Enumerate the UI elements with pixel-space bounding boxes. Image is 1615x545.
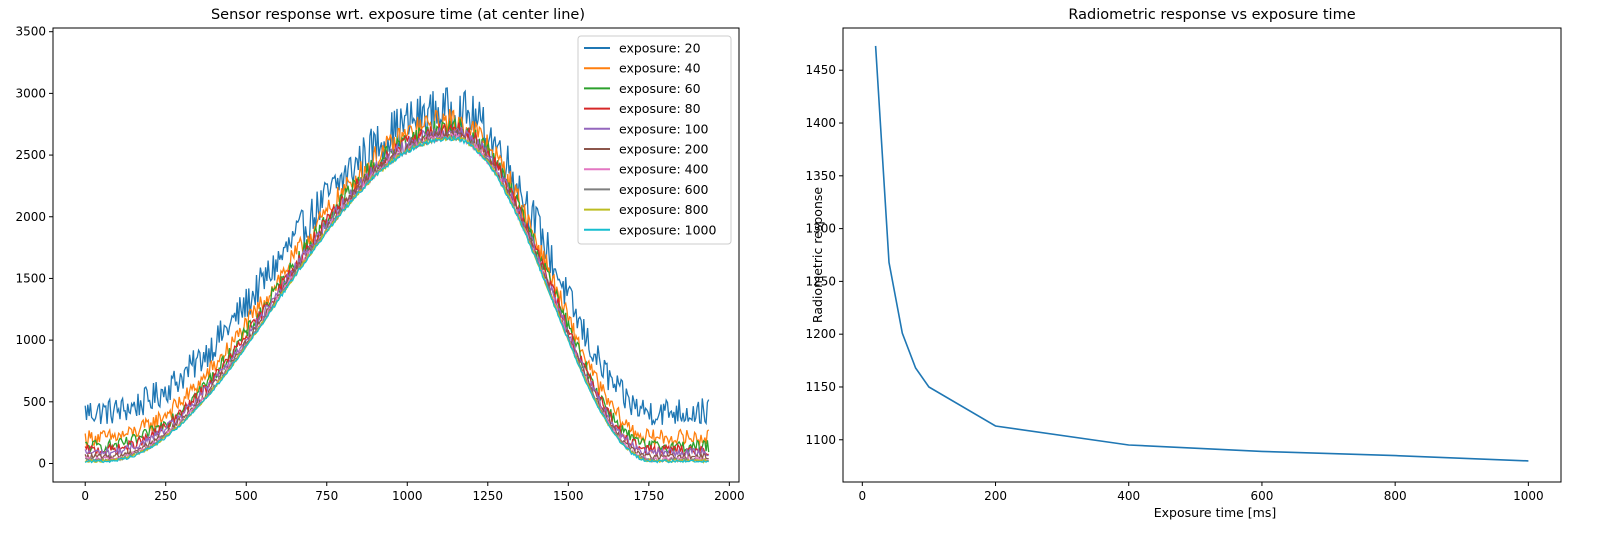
x-tick-label: 250 xyxy=(154,489,177,503)
chart-radiometric-response: Radiometric response vs exposure time 0 2… xyxy=(805,7,1562,520)
x-tick-label: 1000 xyxy=(392,489,423,503)
y-tick-label: 500 xyxy=(23,395,46,409)
y-tick-label: 1000 xyxy=(15,333,46,347)
legend-entry: exposure: 600 xyxy=(619,182,709,197)
series-line xyxy=(874,45,1529,462)
y-tick-label: 1150 xyxy=(805,380,836,394)
x-tick-label: 800 xyxy=(1384,489,1407,503)
x-tick-label: 2000 xyxy=(714,489,745,503)
x-tick-label: 1250 xyxy=(473,489,504,503)
y-tick-label: 1500 xyxy=(15,271,46,285)
series-line xyxy=(84,87,710,426)
x-tick-label: 0 xyxy=(858,489,866,503)
legend-entry: exposure: 60 xyxy=(619,81,701,96)
legend-entry: exposure: 800 xyxy=(619,202,709,217)
legend: exposure: 20 exposure: 40 exposure: 60 expo… xyxy=(577,35,732,245)
legend-box xyxy=(577,35,732,245)
legend-entry: exposure: 1000 xyxy=(619,222,716,237)
legend-entry: exposure: 200 xyxy=(619,142,709,157)
x-tick-label: 0 xyxy=(81,489,89,503)
chart-sensor-response: Sensor response wrt. exposure time (at c… xyxy=(15,7,744,503)
y-axis-label: Radiometric response xyxy=(810,187,825,323)
y-tick-label: 1350 xyxy=(805,169,836,183)
y-tick-label: 0 xyxy=(38,456,46,470)
y-tick-label: 1250 xyxy=(805,274,836,288)
y-tick-label: 3000 xyxy=(15,86,46,100)
y-tick-label: 1300 xyxy=(805,222,836,236)
y-tick-label: 1400 xyxy=(805,116,836,130)
y-axis: 1100 1150 1200 1250 1300 1350 1400 1450 xyxy=(805,63,843,447)
y-tick-label: 2500 xyxy=(15,148,46,162)
y-tick-label: 1200 xyxy=(805,327,836,341)
y-axis: 0 500 1000 1500 2000 2500 3000 3500 xyxy=(15,25,53,470)
axes-frame xyxy=(842,27,1562,483)
y-tick-label: 1450 xyxy=(805,63,836,77)
y-tick-label: 3500 xyxy=(15,25,46,39)
legend-entry: exposure: 400 xyxy=(619,162,709,177)
y-tick-label: 2000 xyxy=(15,210,46,224)
legend-entry: exposure: 20 xyxy=(619,41,701,56)
x-axis-label: Exposure time [ms] xyxy=(1154,505,1277,520)
x-tick-label: 1000 xyxy=(1513,489,1544,503)
series-line xyxy=(84,134,709,464)
chart-title: Sensor response wrt. exposure time (at c… xyxy=(211,7,585,23)
chart-title: Radiometric response vs exposure time xyxy=(1068,7,1355,23)
y-tick-label: 1100 xyxy=(805,433,836,447)
x-tick-label: 400 xyxy=(1117,489,1140,503)
plot-area xyxy=(84,87,710,464)
x-tick-label: 500 xyxy=(235,489,258,503)
series-line xyxy=(84,126,709,459)
x-axis: 0 250 500 750 1000 1250 1500 1750 2000 xyxy=(81,482,745,503)
legend-entry: exposure: 100 xyxy=(619,121,709,136)
legend-entry: exposure: 40 xyxy=(619,61,701,76)
x-tick-label: 750 xyxy=(315,489,338,503)
x-tick-label: 1500 xyxy=(553,489,584,503)
x-tick-label: 200 xyxy=(984,489,1007,503)
axes-frame xyxy=(52,27,740,483)
x-tick-label: 1750 xyxy=(634,489,665,503)
x-tick-label: 600 xyxy=(1250,489,1273,503)
legend-entry: exposure: 80 xyxy=(619,101,701,116)
x-axis: 0 200 400 600 800 1000 xyxy=(858,482,1544,503)
plot-area xyxy=(874,45,1529,462)
